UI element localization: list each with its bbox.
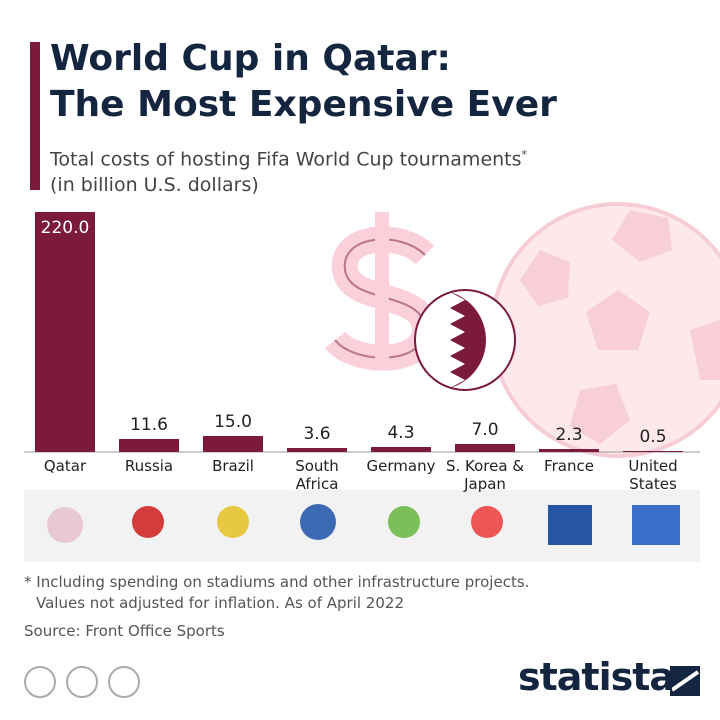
ball-patch	[690, 320, 720, 380]
x-tick-label: South Africa	[295, 457, 339, 493]
bar	[623, 451, 683, 452]
subtitle: Total costs of hosting Fifa World Cup to…	[50, 142, 527, 198]
ball-patch	[520, 250, 570, 306]
bar	[287, 448, 347, 452]
brand-icon	[666, 662, 704, 700]
logos	[47, 504, 680, 545]
footnote-line: Values not adjusted for inflation. As of…	[36, 594, 404, 612]
brand: statista	[518, 655, 675, 699]
x-tick-label: Qatar	[43, 457, 87, 475]
accent-bar	[30, 42, 40, 190]
subtitle-line: Total costs of hosting Fifa World Cup to…	[50, 142, 527, 172]
x-tick-label: Brazil	[212, 457, 254, 475]
bar	[371, 447, 431, 452]
bar	[203, 435, 263, 452]
ball-patch	[586, 290, 650, 350]
footnote-line: * Including spending on stadiums and oth…	[24, 573, 530, 591]
value-label: 11.6	[130, 415, 168, 436]
flag-maroon	[450, 292, 486, 388]
footnote-marker: *	[521, 148, 528, 161]
value-label: 7.0	[471, 420, 499, 441]
bar	[455, 444, 515, 452]
source: Source: Front Office Sports	[24, 622, 225, 640]
ball-patch	[612, 210, 672, 262]
title: World Cup in Qatar: The Most Expensive E…	[50, 36, 557, 128]
bar	[539, 449, 599, 452]
bar	[119, 439, 179, 452]
title-line: The Most Expensive Ever	[50, 84, 557, 125]
x-tick-label: Germany	[366, 457, 436, 475]
value-label: 2.3	[555, 425, 583, 446]
value-label: 15.0	[214, 411, 252, 432]
value-label: 4.3	[387, 423, 415, 444]
value-label: 3.6	[303, 424, 331, 445]
footnote: * Including spending on stadiums and oth…	[24, 572, 529, 614]
license-icons	[24, 666, 140, 698]
bar	[35, 212, 95, 452]
x-tick-label: United States	[628, 457, 678, 493]
value-label: 220.0	[40, 218, 90, 238]
x-tick-label: S. Korea & Japan	[445, 457, 525, 493]
x-tick-label: Russia	[124, 457, 174, 475]
x-tick-label: France	[544, 457, 594, 475]
value-label: 0.5	[639, 427, 667, 448]
subtitle-text: Total costs of hosting Fifa World Cup to…	[50, 148, 522, 171]
ball-patch	[570, 384, 630, 444]
subtitle-line: (in billion U.S. dollars)	[50, 174, 259, 197]
title-line: World Cup in Qatar:	[50, 38, 451, 79]
